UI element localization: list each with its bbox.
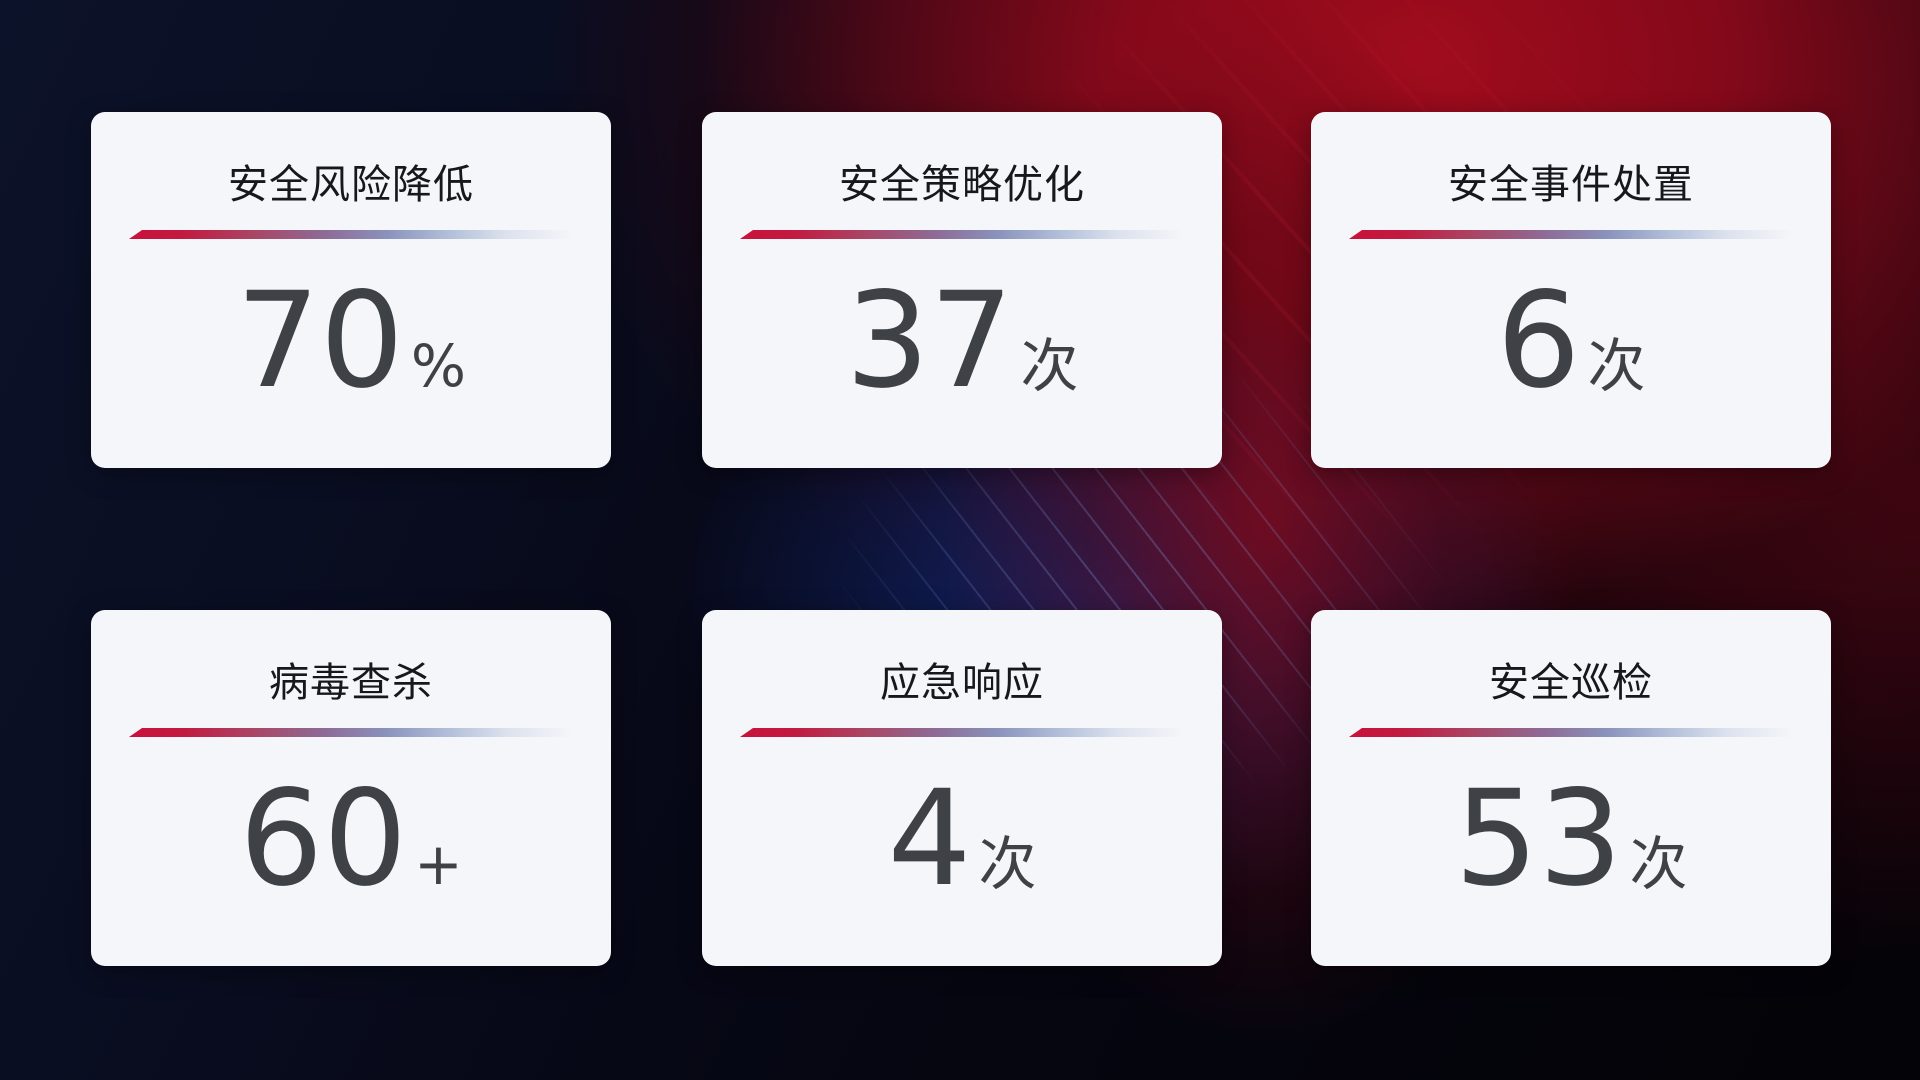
- stat-unit: 次: [1020, 332, 1079, 400]
- stat-value: 4: [887, 762, 972, 916]
- stat-unit: +: [414, 830, 463, 898]
- stat-card-virus-scan: 病毒查杀 60 +: [91, 610, 611, 966]
- stat-card-security-incident-handling: 安全事件处置 6 次: [1311, 112, 1831, 468]
- card-title: 安全巡检: [1489, 660, 1653, 706]
- stat-unit: %: [410, 332, 467, 400]
- gradient-divider: [129, 728, 573, 737]
- stat-card-security-inspection: 安全巡检 53 次: [1311, 610, 1831, 966]
- gradient-divider: [740, 728, 1184, 737]
- stat-value-row: 4 次: [702, 773, 1222, 905]
- stat-value: 70: [235, 264, 404, 418]
- stat-value-row: 37 次: [702, 275, 1222, 407]
- stat-value-row: 70 %: [91, 275, 611, 407]
- card-title: 安全风险降低: [228, 162, 474, 208]
- stat-card-emergency-response: 应急响应 4 次: [702, 610, 1222, 966]
- stat-card-security-risk-reduction: 安全风险降低 70 %: [91, 112, 611, 468]
- stat-value: 6: [1496, 264, 1581, 418]
- stat-value-row: 53 次: [1311, 773, 1831, 905]
- stat-unit: 次: [978, 830, 1037, 898]
- stat-value-row: 60 +: [91, 773, 611, 905]
- card-title: 病毒查杀: [269, 660, 433, 706]
- stat-card-security-policy-optimization: 安全策略优化 37 次: [702, 112, 1222, 468]
- gradient-divider: [1349, 230, 1793, 239]
- stat-value-row: 6 次: [1311, 275, 1831, 407]
- card-title: 安全事件处置: [1448, 162, 1694, 208]
- stat-value: 60: [239, 762, 408, 916]
- card-title: 应急响应: [880, 660, 1044, 706]
- gradient-divider: [129, 230, 573, 239]
- stat-unit: 次: [1587, 332, 1646, 400]
- gradient-divider: [740, 230, 1184, 239]
- stat-value: 53: [1454, 762, 1623, 916]
- stat-unit: 次: [1629, 830, 1688, 898]
- stat-value: 37: [845, 264, 1014, 418]
- gradient-divider: [1349, 728, 1793, 737]
- card-title: 安全策略优化: [839, 162, 1085, 208]
